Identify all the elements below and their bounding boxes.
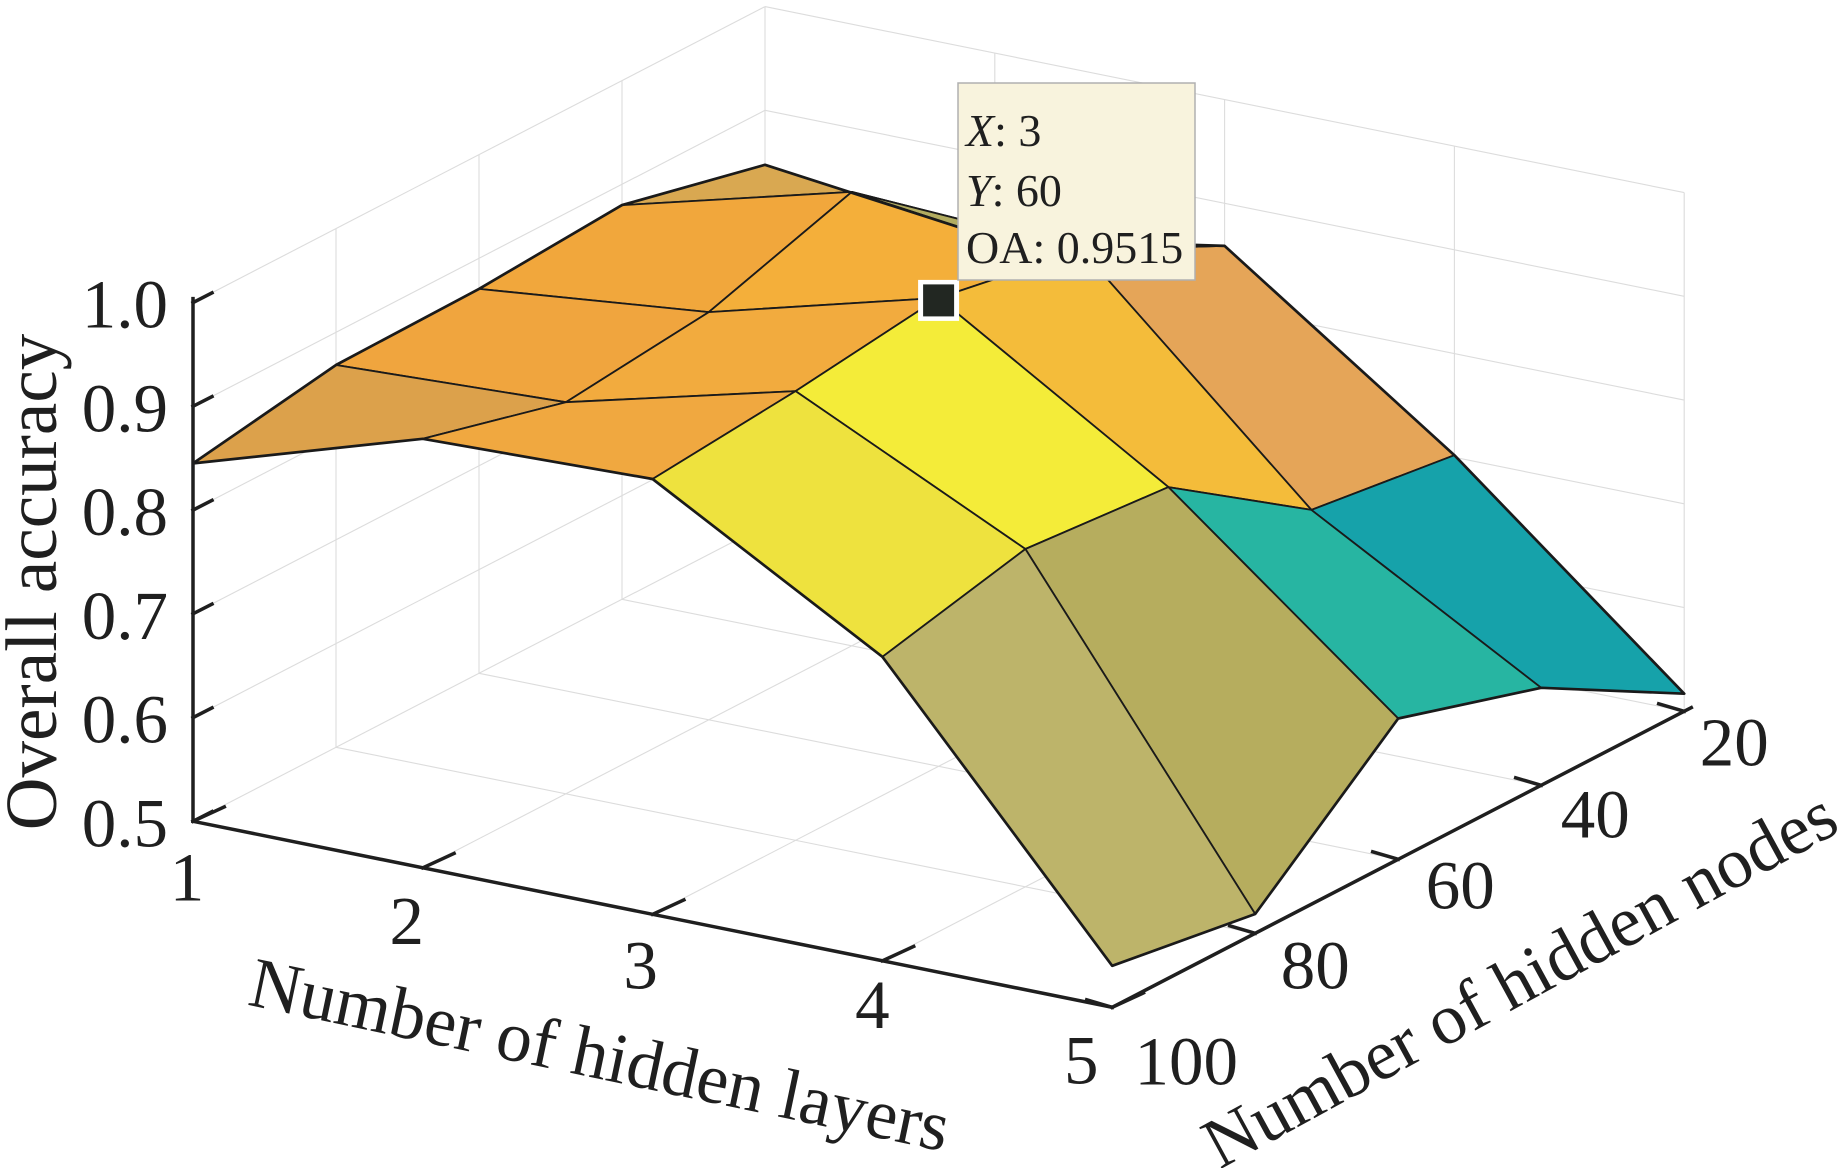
svg-text:60: 60 (1426, 847, 1495, 923)
svg-text:2: 2 (390, 883, 425, 959)
svg-text:20: 20 (1700, 704, 1769, 780)
svg-text:Overall accuracy: Overall accuracy (0, 333, 72, 830)
svg-text:4: 4 (855, 967, 890, 1043)
svg-text:80: 80 (1281, 927, 1350, 1003)
svg-text:5: 5 (1064, 1022, 1099, 1098)
svg-text:0.9: 0.9 (82, 370, 168, 446)
svg-text:40: 40 (1561, 776, 1630, 852)
svg-text:3: 3 (623, 927, 658, 1003)
svg-text:1.0: 1.0 (82, 267, 168, 343)
svg-text:Y: 60: Y: 60 (966, 165, 1062, 216)
svg-text:X: 3: X: 3 (964, 105, 1041, 156)
svg-text:1: 1 (170, 839, 205, 915)
svg-text:0.6: 0.6 (82, 682, 168, 758)
svg-text:0.8: 0.8 (82, 474, 168, 550)
svg-text:0.7: 0.7 (82, 578, 168, 654)
svg-text:OA: 0.9515: OA: 0.9515 (966, 222, 1183, 273)
svg-text:100: 100 (1134, 1023, 1238, 1099)
svg-text:0.5: 0.5 (82, 785, 168, 861)
